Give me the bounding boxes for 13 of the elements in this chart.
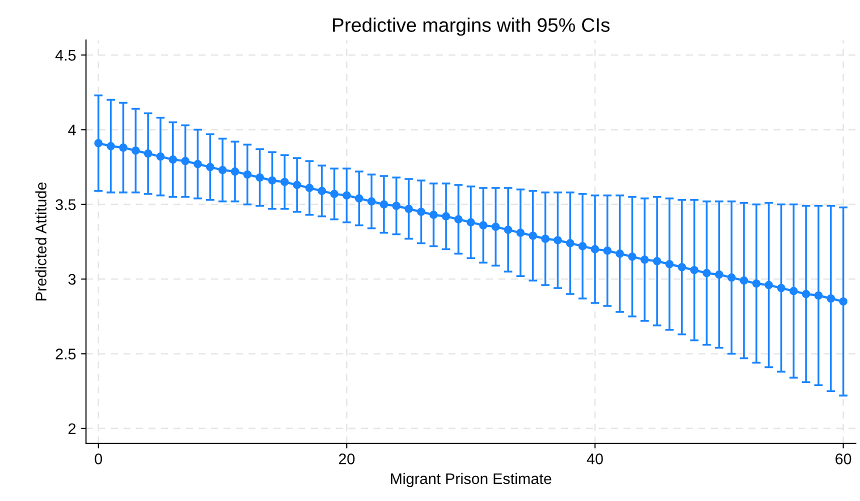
y-tick-label: 4 (68, 124, 76, 136)
x-tick-label: 60 (836, 454, 852, 464)
x-axis-title: Migrant Prison Estimate (391, 472, 552, 488)
chart-title: Predictive margins with 95% CIs (333, 18, 610, 36)
x-tick-label: 20 (338, 454, 355, 464)
y-tick-label: 2 (68, 423, 76, 434)
y-tick-label: 4.5 (55, 50, 76, 61)
y-tick-label: 3 (68, 274, 76, 285)
y-axis-title: Predicted Attitude (35, 182, 46, 300)
y-tick-label: 3.5 (56, 199, 76, 210)
y-tick-label: 2.5 (56, 348, 76, 360)
x-tick-label: 0 (94, 454, 102, 464)
x-tick-label: 40 (586, 454, 603, 464)
